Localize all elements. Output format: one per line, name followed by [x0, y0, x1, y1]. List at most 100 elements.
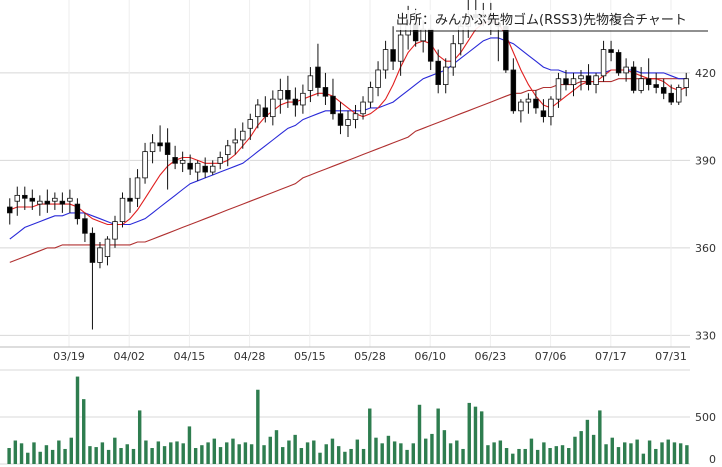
candle: [645, 58, 652, 91]
candle-body: [225, 145, 231, 155]
candle: [307, 67, 314, 103]
candle-body: [578, 75, 584, 80]
candle-body: [217, 157, 223, 164]
volume-bar: [193, 448, 198, 464]
candle: [44, 189, 51, 213]
date-tick-label: 06/23: [475, 350, 507, 363]
volume-bar: [672, 442, 677, 464]
candle: [14, 186, 21, 216]
volume-bar: [461, 448, 465, 464]
volume-bar: [467, 402, 471, 464]
candle: [217, 151, 223, 170]
volume-bar: [32, 442, 36, 464]
candle-body: [645, 78, 652, 85]
candle: [97, 242, 103, 269]
candle: [675, 84, 682, 105]
candle: [375, 61, 381, 97]
date-tick-label: 03/19: [53, 350, 85, 363]
price-tick-label: 420: [695, 67, 716, 80]
volume-bar: [448, 443, 453, 464]
volume-bar: [249, 444, 254, 464]
candle: [142, 142, 148, 184]
candle-body: [97, 247, 103, 263]
candle-body: [518, 101, 524, 112]
volume-bar: [206, 442, 210, 464]
candle-body: [194, 162, 201, 173]
date-tick-label: 07/17: [595, 350, 627, 363]
candle: [593, 72, 599, 94]
volume-bar: [349, 448, 353, 464]
volume-bar: [63, 448, 67, 464]
volume-bar: [50, 449, 55, 464]
candle-body: [593, 75, 599, 85]
volume-bar: [560, 445, 565, 464]
candle-body: [675, 87, 682, 103]
candle-body: [22, 194, 28, 199]
candle: [442, 58, 449, 94]
price-y-axis: 330 360 390 420: [695, 67, 716, 342]
volume-bar: [616, 447, 621, 464]
candle: [134, 169, 141, 208]
volume-bar: [411, 443, 416, 464]
candle-body: [149, 142, 156, 153]
price-grid: [0, 0, 690, 348]
candle: [67, 189, 73, 213]
volume-bar: [529, 438, 534, 464]
candle-body: [247, 119, 254, 129]
candle-body: [315, 66, 321, 88]
candlesticks: [7, 0, 689, 330]
candle: [585, 64, 592, 91]
candle-body: [660, 87, 667, 94]
candle: [548, 96, 554, 126]
ma-long-line: [9, 78, 687, 263]
candle-body: [668, 92, 674, 103]
volume-bar: [455, 440, 459, 464]
volume-bar: [336, 446, 341, 464]
volume-bar: [635, 439, 639, 464]
candle-body: [74, 203, 81, 220]
volume-bar: [517, 448, 521, 464]
candle: [660, 78, 667, 100]
candle-body: [585, 75, 592, 85]
candle: [360, 96, 366, 120]
volume-bar: [69, 437, 74, 464]
volume-bar: [280, 447, 285, 464]
candle: [345, 110, 351, 138]
candle-body: [427, 28, 434, 62]
volume-bar: [647, 440, 652, 464]
candle: [179, 151, 186, 173]
candle: [277, 78, 284, 114]
date-tick-label: 07/31: [655, 350, 687, 363]
volume-bar: [554, 446, 559, 464]
candle: [149, 134, 156, 164]
candle: [450, 34, 456, 76]
candle-body: [307, 75, 314, 91]
candle-body: [367, 87, 374, 103]
title-backdrop: [394, 10, 712, 30]
candle-body: [540, 110, 547, 118]
volume-bar: [94, 447, 98, 464]
volume-bar: [225, 442, 229, 464]
candle: [367, 81, 374, 108]
volume-bar: [162, 446, 167, 464]
volume-bar: [417, 404, 422, 464]
price-tick-label: 360: [695, 242, 716, 255]
candle-body: [300, 92, 306, 106]
volume-bar: [156, 441, 161, 464]
candle: [540, 99, 547, 123]
volume-bar: [498, 440, 503, 464]
volume-bar: [57, 440, 61, 464]
candle-body: [187, 162, 193, 170]
volume-bar: [511, 453, 515, 464]
candle-body: [119, 197, 126, 223]
candle-body: [82, 218, 88, 234]
candle-body: [608, 49, 614, 53]
candle: [608, 40, 614, 62]
volume-bar: [82, 399, 86, 464]
volume-bar: [7, 448, 11, 464]
candle-body: [44, 200, 51, 205]
volume-bar: [685, 445, 689, 464]
candle-body: [292, 98, 299, 106]
volume-bar: [305, 442, 310, 464]
volume-bar: [187, 426, 192, 464]
